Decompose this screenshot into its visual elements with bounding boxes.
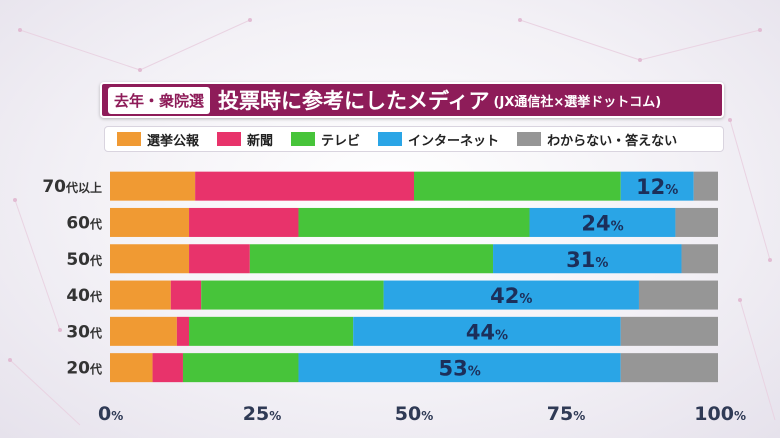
bar-segment-1-5	[152, 353, 183, 383]
bar-segment-2-1	[298, 207, 530, 237]
legend: 選挙公報 新聞 テレビ インターネット わからない・答えない	[104, 126, 724, 152]
x-tick-label: 75%	[547, 403, 585, 425]
data-label: 31%	[566, 248, 608, 272]
category-label: 60代	[66, 213, 102, 233]
bar-segment-2-0	[414, 171, 621, 201]
data-label: 12%	[636, 175, 678, 199]
bar-segment-0-4	[110, 316, 177, 346]
category-label: 40代	[66, 286, 102, 306]
legend-label: 選挙公報	[147, 133, 200, 149]
legend-item-newspaper: 新聞	[217, 130, 273, 149]
bar-segment-4-2	[681, 244, 718, 274]
legend-item-tv: テレビ	[291, 130, 360, 149]
data-label: 24%	[581, 211, 623, 235]
legend-swatch-tv	[291, 132, 316, 146]
legend-label: テレビ	[321, 133, 361, 149]
bar-segment-1-1	[189, 207, 299, 237]
legend-item-internet: インターネット	[378, 130, 499, 149]
bar-segment-2-3	[201, 280, 384, 310]
bar-segment-0-5	[110, 353, 153, 383]
bar-segment-1-4	[176, 316, 190, 346]
bar-segment-4-1	[675, 207, 718, 237]
bar-segment-4-4	[620, 316, 718, 346]
title-tag: 去年・衆院選	[108, 86, 211, 114]
data-label: 44%	[466, 320, 508, 344]
bar-segment-1-2	[189, 244, 250, 274]
bar-segment-0-0	[110, 171, 196, 201]
data-label: 53%	[438, 357, 480, 381]
x-tick-label: 0%	[98, 403, 123, 425]
title-bar: 去年・衆院選 投票時に参考にしたメディア (JX通信社×選挙ドットコム)	[100, 82, 724, 118]
bar-segment-1-3	[170, 280, 202, 310]
bar-segment-0-1	[110, 207, 190, 237]
x-tick-label: 100%	[694, 403, 746, 425]
legend-label: インターネット	[408, 133, 500, 149]
category-label: 30代	[66, 322, 102, 342]
bar-segment-3-4	[353, 316, 621, 346]
bar-segment-2-5	[182, 353, 299, 383]
legend-swatch-internet	[378, 132, 403, 146]
x-tick-label: 50%	[395, 403, 433, 425]
bar-segment-2-4	[189, 316, 354, 346]
legend-label: わからない・答えない	[547, 133, 678, 149]
legend-swatch-koho	[117, 132, 141, 146]
legend-item-koho: 選挙公報	[117, 130, 199, 149]
bar-segment-4-0	[693, 171, 718, 201]
chart-title: 投票時に参考にしたメディア	[218, 89, 490, 113]
data-label: 42%	[490, 284, 532, 308]
category-label: 50代	[66, 250, 102, 270]
legend-swatch-newspaper	[217, 132, 242, 146]
bar-segment-0-2	[110, 244, 190, 274]
bar-segment-3-5	[298, 353, 621, 383]
bar-segment-3-0	[620, 171, 694, 201]
bar-segment-0-3	[110, 280, 171, 310]
bar-segment-4-5	[620, 353, 718, 383]
legend-swatch-unknown	[517, 132, 542, 146]
category-label: 20代	[66, 359, 102, 379]
bar-segment-4-3	[638, 280, 718, 310]
category-label: 70代以上	[42, 177, 102, 197]
legend-label: 新聞	[247, 133, 274, 149]
bar-segment-3-3	[383, 280, 639, 310]
bar-segment-2-2	[249, 244, 494, 274]
bar-segment-3-1	[529, 207, 676, 237]
bar-segment-3-2	[493, 244, 682, 274]
bar-segment-1-0	[195, 171, 414, 201]
x-tick-label: 25%	[243, 403, 281, 425]
chart-source: (JX通信社×選挙ドットコム)	[493, 94, 662, 110]
legend-item-unknown: わからない・答えない	[517, 130, 677, 149]
